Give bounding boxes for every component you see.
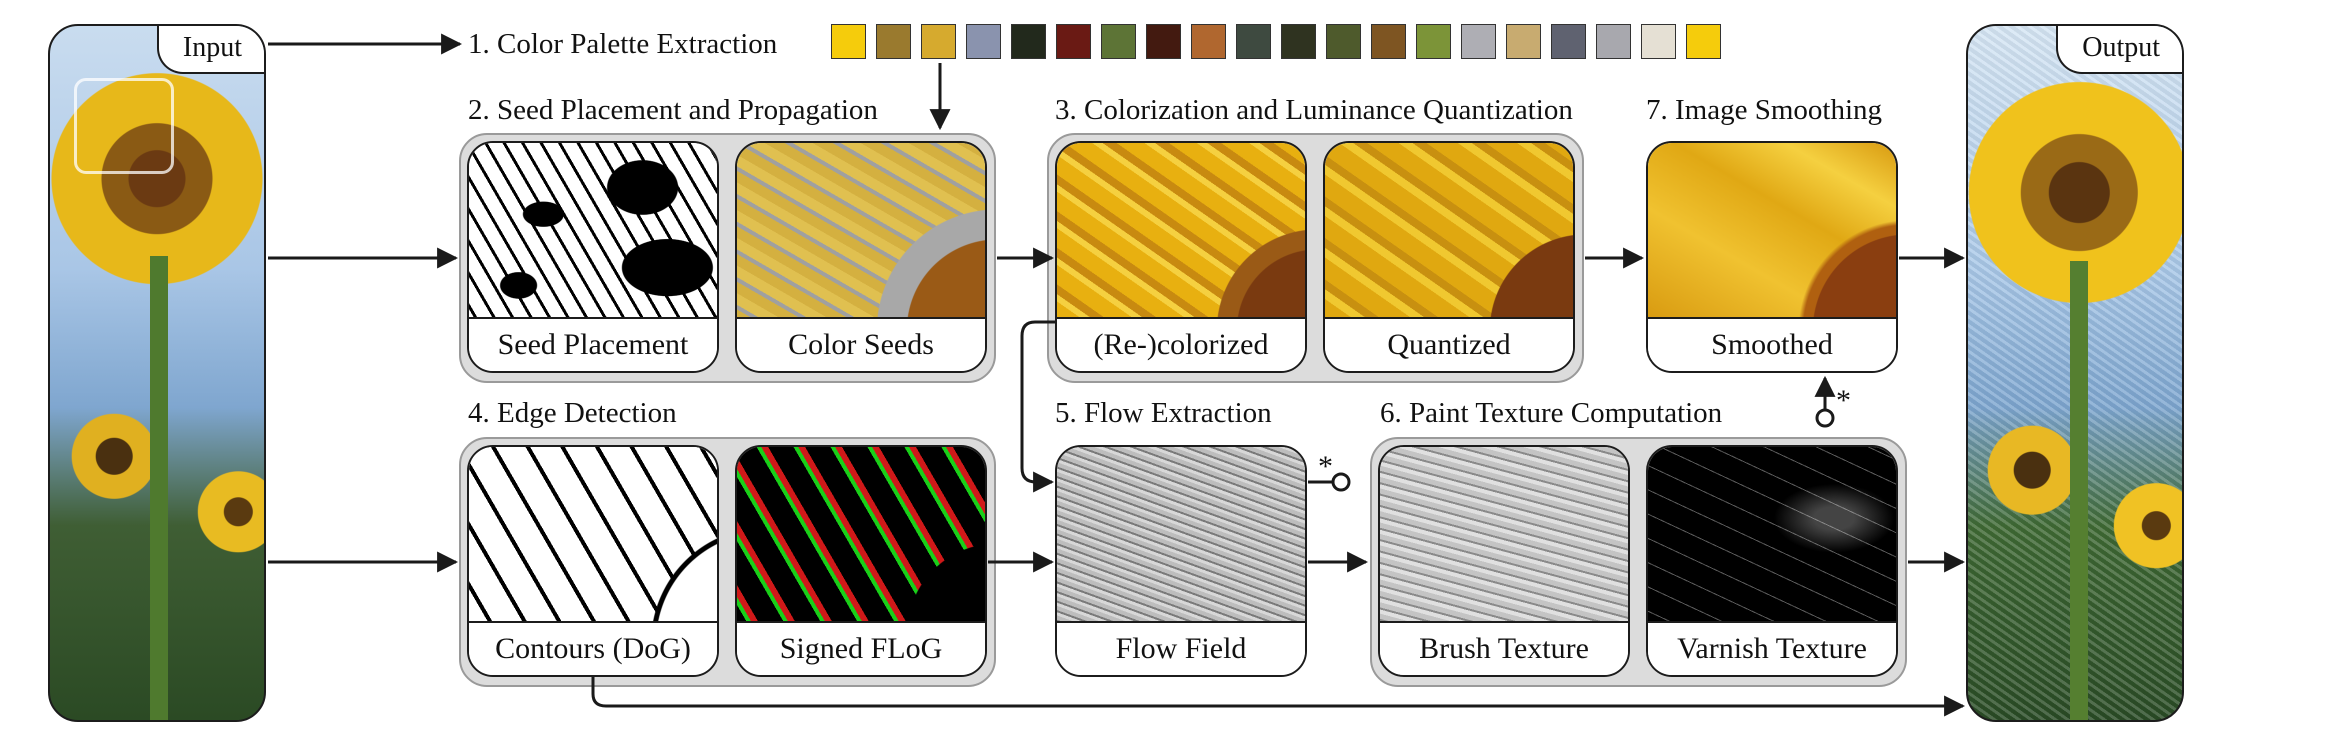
input-image: Input [48,24,266,722]
signed-flog-image [737,447,985,625]
contours-label: Contours (DoG) [469,621,717,675]
smoothed-label: Smoothed [1648,317,1896,371]
palette-swatch [1281,24,1316,59]
zoom-region-box [74,78,174,174]
smoothed-image [1648,143,1896,321]
flow-field-image [1057,447,1305,625]
star-marker-flow: * [1318,450,1333,483]
brush-texture-label: Brush Texture [1380,621,1628,675]
signed-flog-label: Signed FLoG [737,621,985,675]
star-marker-smoothing: * [1836,384,1851,417]
palette-swatch [1416,24,1451,59]
card-contours: Contours (DoG) [467,445,719,677]
varnish-texture-label: Varnish Texture [1648,621,1896,675]
flow-star-node [1331,472,1351,492]
output-label: Output [2056,26,2182,74]
color-seeds-image [737,143,985,321]
seed-placement-image [469,143,717,321]
palette-swatch [1551,24,1586,59]
sunflower-stem [150,256,168,720]
quantized-image [1325,143,1573,321]
step-4-title: 4. Edge Detection [468,397,677,429]
palette-swatch [1011,24,1046,59]
seed-placement-label: Seed Placement [469,317,717,371]
card-brush-texture: Brush Texture [1378,445,1630,677]
card-flow-field: Flow Field [1055,445,1307,677]
step-5-title: 5. Flow Extraction [1055,397,1272,429]
step-6-title: 6. Paint Texture Computation [1380,397,1723,429]
smoothing-star-node [1815,408,1835,428]
palette-swatch [1461,24,1496,59]
card-seed-placement: Seed Placement [467,141,719,373]
palette-swatch [1641,24,1676,59]
color-seeds-label: Color Seeds [737,317,985,371]
palette-swatch [876,24,911,59]
output-stem [2070,261,2088,720]
palette-swatch [966,24,1001,59]
palette-swatch [1371,24,1406,59]
quantized-label: Quantized [1325,317,1573,371]
card-signed-flog: Signed FLoG [735,445,987,677]
palette-swatch [1056,24,1091,59]
palette-swatch [1326,24,1361,59]
step-3-title: 3. Colorization and Luminance Quantizati… [1055,94,1573,126]
brush-texture-image [1380,447,1628,625]
palette-swatch [1101,24,1136,59]
step-1-title: 1. Color Palette Extraction [468,28,778,60]
card-varnish-texture: Varnish Texture [1646,445,1898,677]
palette-swatch [1146,24,1181,59]
palette-swatch [1596,24,1631,59]
recolorized-image [1057,143,1305,321]
card-recolorized: (Re-)colorized [1055,141,1307,373]
contours-image [469,447,717,625]
varnish-texture-image [1648,447,1896,625]
flow-field-label: Flow Field [1057,621,1305,675]
card-smoothed: Smoothed [1646,141,1898,373]
output-image: Output [1966,24,2184,722]
palette-swatch [831,24,866,59]
palette-swatch [1686,24,1721,59]
card-quantized: Quantized [1323,141,1575,373]
palette-swatch [1506,24,1541,59]
step-2-title: 2. Seed Placement and Propagation [468,94,878,126]
card-color-seeds: Color Seeds [735,141,987,373]
input-label: Input [156,26,264,74]
step-7-title: 7. Image Smoothing [1646,94,1883,126]
recolorized-label: (Re-)colorized [1057,317,1305,371]
palette-swatch [1236,24,1271,59]
palette-swatch [1191,24,1226,59]
palette-swatch [921,24,956,59]
